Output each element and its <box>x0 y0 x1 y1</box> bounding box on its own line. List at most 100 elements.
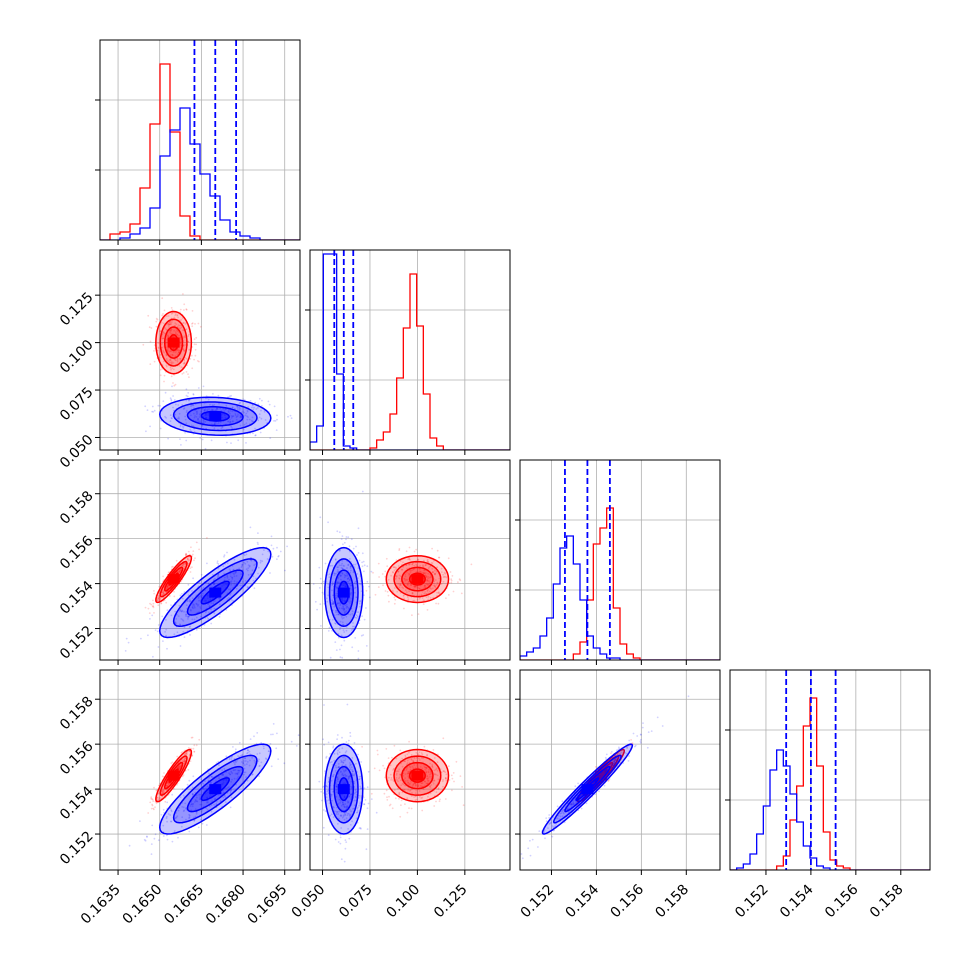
scatter-point <box>444 572 447 575</box>
scatter-point <box>188 817 190 819</box>
scatter-point <box>438 592 441 595</box>
scatter-point <box>433 779 436 782</box>
scatter-point <box>343 631 346 633</box>
scatter-point <box>425 575 428 577</box>
scatter-point <box>192 393 195 396</box>
scatter-point <box>453 780 455 783</box>
scatter-point <box>440 567 443 570</box>
scatter-point <box>262 747 265 750</box>
contour-line <box>401 566 434 592</box>
scatter-point <box>144 606 147 609</box>
scatter-point <box>562 811 565 814</box>
scatter-point <box>340 644 343 647</box>
scatter-point <box>252 408 255 411</box>
scatter-point <box>162 575 164 578</box>
scatter-point <box>329 656 332 659</box>
scatter-point <box>144 839 147 842</box>
scatter-point <box>207 412 210 415</box>
scatter-point <box>258 765 261 767</box>
scatter-point <box>314 600 317 603</box>
scatter-point <box>387 578 390 581</box>
scatter-point <box>324 770 326 772</box>
scatter-point <box>183 753 186 756</box>
scatter-point <box>418 587 421 590</box>
scatter-point <box>335 785 338 788</box>
scatter-point <box>343 574 346 576</box>
scatter-point <box>429 597 432 599</box>
scatter-point <box>551 825 554 827</box>
scatter-point <box>408 558 411 560</box>
scatter-point <box>185 328 188 331</box>
scatter-point <box>431 562 434 565</box>
scatter-point <box>408 757 411 760</box>
scatter-point <box>147 314 150 317</box>
scatter-point <box>351 772 354 775</box>
scatter-point <box>153 808 155 811</box>
scatter-point <box>425 766 428 769</box>
scatter-point <box>436 769 439 772</box>
scatter-point <box>354 591 356 594</box>
scatter-point <box>206 595 209 597</box>
scatter-point <box>184 563 186 566</box>
scatter-point <box>363 803 365 806</box>
scatter-point <box>408 765 411 768</box>
scatter-point <box>176 358 179 360</box>
scatter-point <box>352 563 355 566</box>
scatter-point <box>335 813 338 815</box>
scatter-point <box>362 560 365 563</box>
scatter-point <box>287 415 289 418</box>
scatter-point <box>615 759 617 762</box>
scatter-point <box>344 839 347 842</box>
scatter-point <box>166 349 169 352</box>
scatter-point <box>216 423 218 426</box>
scatter-point <box>167 782 170 785</box>
scatter-point <box>150 796 153 799</box>
scatter-point <box>425 572 427 574</box>
scatter-point <box>187 600 189 602</box>
scatter-point <box>402 561 404 564</box>
scatter-point <box>432 571 434 574</box>
scatter-point <box>349 613 352 616</box>
scatter-point <box>187 583 190 586</box>
scatter-point <box>414 792 417 794</box>
scatter-point <box>339 814 342 817</box>
scatter-point <box>322 826 325 829</box>
scatter-point <box>223 413 226 416</box>
scatter-point <box>274 420 277 422</box>
scatter-point <box>338 810 340 813</box>
scatter-point <box>228 772 231 775</box>
scatter-point <box>226 786 229 789</box>
scatter-point <box>259 559 262 562</box>
scatter-point <box>176 333 178 336</box>
scatter-point <box>188 615 191 617</box>
scatter-point <box>433 573 436 576</box>
scatter-point <box>151 798 153 800</box>
scatter-point <box>171 385 173 388</box>
scatter-point <box>199 803 202 806</box>
scatter-point <box>193 603 195 606</box>
scatter-point <box>235 761 237 764</box>
scatter-point <box>191 803 194 806</box>
scatter-point <box>237 413 239 416</box>
scatter-point <box>230 770 233 773</box>
scatter-point <box>431 763 434 766</box>
scatter-point <box>424 584 426 587</box>
scatter-point <box>384 570 387 573</box>
scatter-point <box>165 784 168 787</box>
scatter-point <box>162 640 164 642</box>
scatter-point <box>168 359 171 361</box>
scatter-point <box>355 762 357 765</box>
panel-plot-area <box>100 40 300 240</box>
scatter-point <box>188 814 191 817</box>
scatter-point <box>205 787 207 790</box>
scatter-point <box>150 843 153 845</box>
scatter-point <box>161 775 164 778</box>
scatter-point <box>174 358 176 361</box>
scatter-point <box>333 605 336 608</box>
scatter-point <box>345 572 348 575</box>
scatter-point <box>400 784 403 787</box>
scatter-point <box>194 798 197 801</box>
scatter-point <box>182 372 185 374</box>
scatter-point <box>331 564 334 567</box>
scatter-point <box>179 609 182 611</box>
